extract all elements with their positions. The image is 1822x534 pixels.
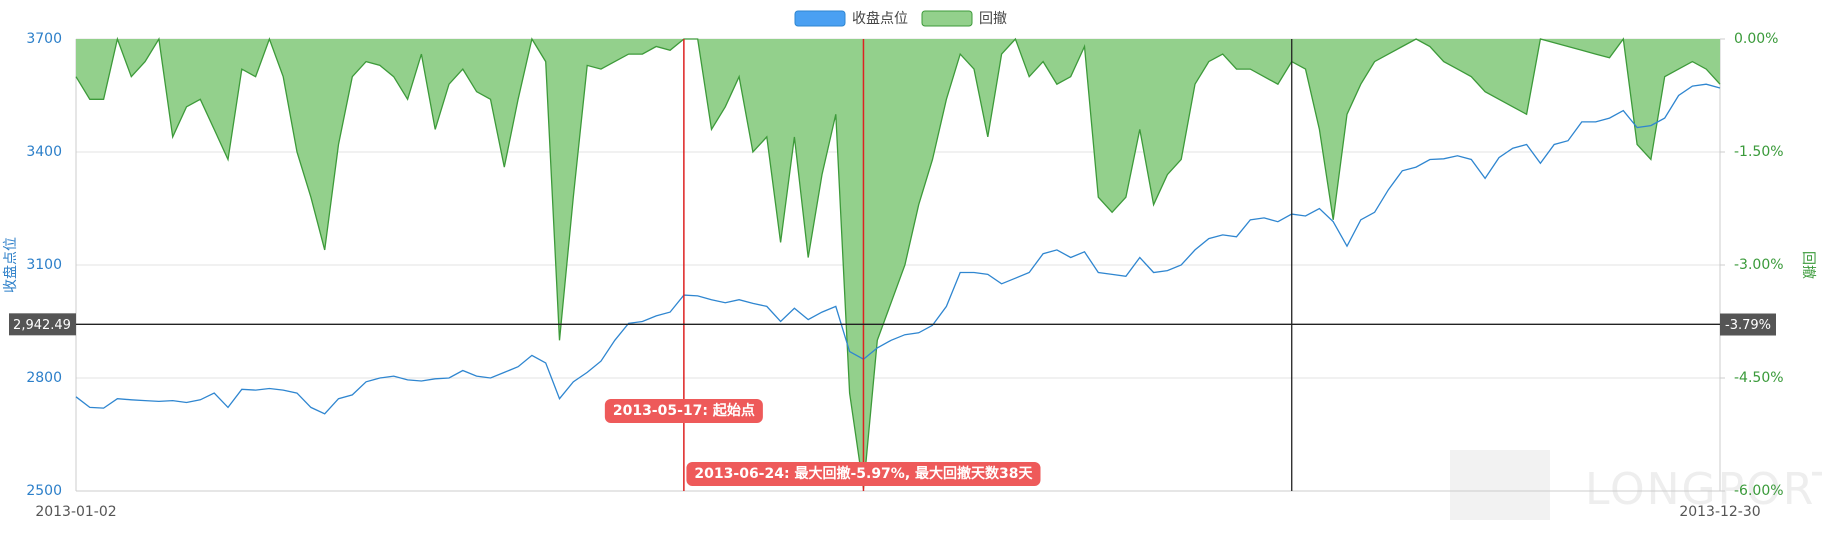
crosshair-y2-label: -3.79% <box>1725 318 1771 333</box>
watermark: LONGPORT <box>1585 464 1822 515</box>
y2-tick-label: -6.00% <box>1734 483 1784 499</box>
legend-swatch <box>921 10 973 27</box>
y-tick-label: 3100 <box>26 257 62 273</box>
price-line <box>75 83 1721 415</box>
crosshair-y-box <box>9 313 76 336</box>
annotation-label: 2013-05-17: 起始点 <box>613 402 755 419</box>
annotation-box <box>604 399 763 423</box>
annotation-box <box>686 462 1041 486</box>
annotation-label: 2013-06-24: 最大回撤-5.97%, 最大回撤天数38天 <box>694 465 1033 482</box>
y2-tick-label: 0.00% <box>1734 31 1778 47</box>
x-tick-label: 2013-12-30 <box>1679 504 1760 520</box>
annotation: 2013-05-17: 起始点 <box>604 399 763 423</box>
legend-label: 回撤 <box>979 11 1007 27</box>
legend-swatch <box>794 10 846 27</box>
y2-axis-title: 回撤 <box>1800 251 1816 279</box>
y2-tick-label: -4.50% <box>1734 370 1784 386</box>
crosshair-y-label: 2,942.49 <box>13 318 71 333</box>
legend-label: 收盘点位 <box>852 10 908 27</box>
x-tick-label: 2013-01-02 <box>35 504 116 520</box>
y2-tick-label: -3.00% <box>1734 257 1784 273</box>
y2-tick-label: -1.50% <box>1734 144 1784 160</box>
drawdown-line <box>75 36 1721 489</box>
watermark-logo <box>1450 450 1550 520</box>
y-tick-label: 2800 <box>26 370 62 386</box>
y-tick-label: 3700 <box>26 31 62 47</box>
annotation: 2013-06-24: 最大回撤-5.97%, 最大回撤天数38天 <box>686 462 1041 486</box>
y-tick-label: 3400 <box>26 144 62 160</box>
y-axis-title: 收盘点位 <box>2 237 19 293</box>
crosshair-y2-box <box>1720 313 1776 336</box>
drawdown-area <box>76 39 1720 489</box>
y-tick-label: 2500 <box>26 483 62 499</box>
